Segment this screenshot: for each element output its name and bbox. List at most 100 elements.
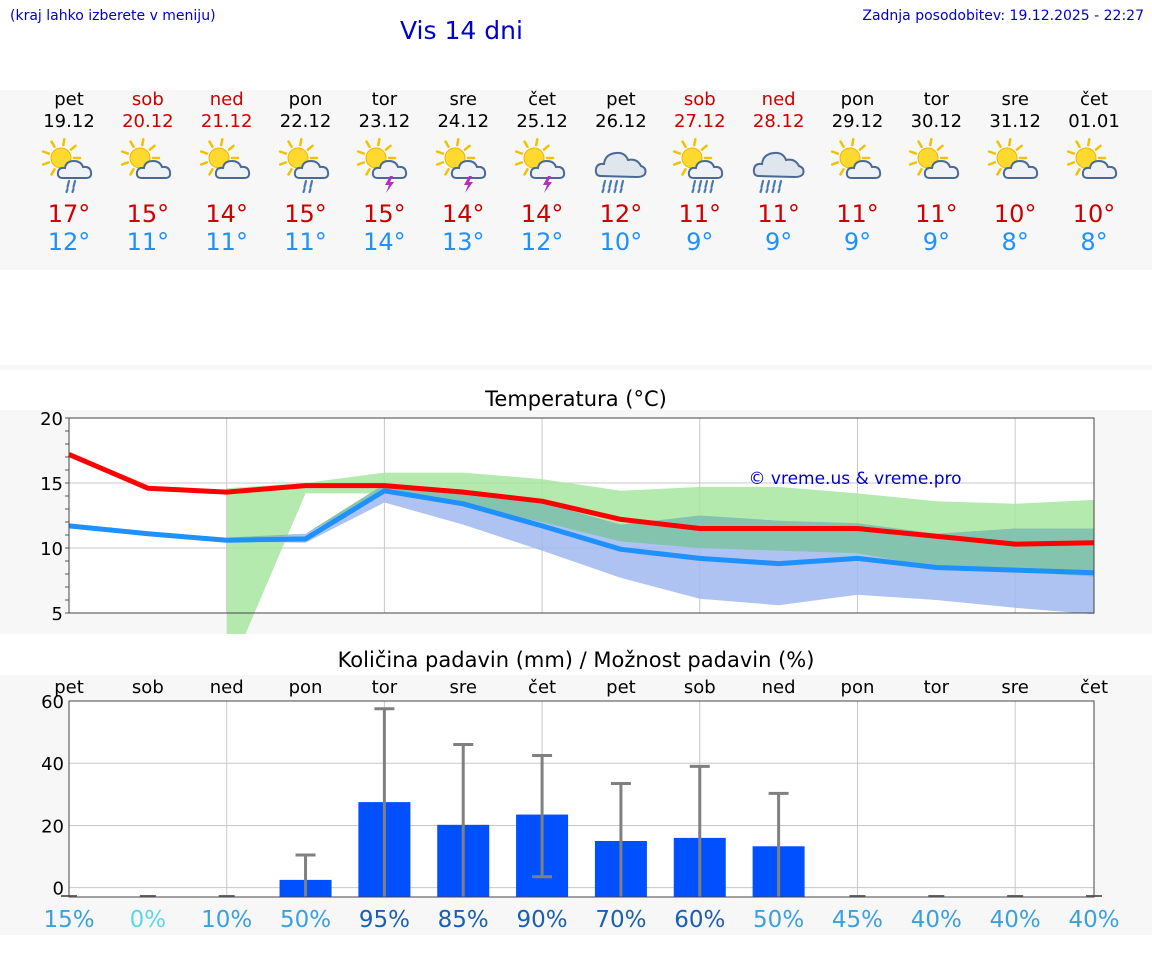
forecast-band [0,90,1152,270]
location-hint: (kraj lahko izberete v meniju) [10,8,216,24]
forecast-day: tor 23.12 15° 14° [344,90,424,256]
sun-cloud-icon [909,138,960,179]
day-date: 19.12 [43,111,95,132]
min-temp: 14° [363,228,406,256]
forecast-day: pon 22.12 15° 11° [266,90,346,256]
day-date: 31.12 [989,111,1041,132]
max-temp-line [68,452,1095,547]
min-temp: 8° [1080,228,1108,256]
day-name: sre [1001,89,1029,110]
day-date: 28.12 [752,111,805,132]
day-date: 24.12 [437,111,490,132]
day-date: 01.01 [1068,111,1120,132]
page-title: Vis 14 dni [400,16,523,45]
x-category-label: sre [1001,677,1028,698]
forecast-day: sre 24.12 14° 13° [423,90,503,256]
day-date: 21.12 [200,111,253,132]
sun-cloud-icon [120,138,171,179]
last-updated: Zadnja posodobitev: 19.12.2025 - 22:27 [862,8,1144,24]
x-category-label: tor [372,677,398,698]
precip-probability: 10% [201,907,252,933]
forecast-day: sob 27.12 11° 9° [660,90,740,256]
day-date: 20.12 [122,111,174,132]
day-name: sob [131,89,164,110]
max-temp: 14° [441,200,485,228]
day-name: sob [683,89,716,110]
day-name: ned [761,89,796,110]
max-temp: 12° [599,200,643,228]
max-temp: 11° [678,200,722,228]
precip-probability: 90% [517,907,568,933]
precip-probability: 40% [1068,907,1119,933]
min-temp: 11° [205,228,248,256]
x-category-label: sob [684,677,716,698]
precip-error-bar [374,707,395,897]
temperature-chart-title: Temperatura (°C) [485,387,667,411]
max-temp: 15° [126,200,170,228]
precip-error-bar [453,743,474,897]
precip-probability: 50% [280,907,331,933]
day-date: 25.12 [516,111,568,132]
sun-cloud-icon [1066,138,1118,179]
sun-cloud-thunder-icon [436,138,487,193]
min-temp: 12° [520,228,564,256]
forecast-day: pet 19.12 17° 12° [29,90,109,256]
min-temp: 13° [441,228,485,256]
y-tick-label: 20 [40,410,63,430]
temperature-chart: 5 10 15 20 © vreme.us & vreme.pro [40,410,1095,634]
sun-cloud-thunder-icon [357,138,408,193]
day-name: ned [209,89,244,110]
plot-frame [68,700,1095,898]
y-tick-label: 40 [41,754,64,775]
x-category-label: pon [841,677,875,698]
min-temp: 9° [686,228,714,256]
max-temp: 11° [757,200,800,228]
day-name: čet [528,89,557,110]
forecast-day: sre 31.12 10° 8° [975,90,1055,256]
max-temp: 10° [993,200,1037,228]
precip-probability: 85% [438,907,489,933]
precip-error-bar [768,791,789,897]
max-temp: 17° [47,200,91,228]
sun-cloud-light-rain-icon [41,138,93,194]
sun-cloud-icon [830,138,881,179]
cloud-rain-icon [752,151,805,194]
day-name: pon [288,89,323,110]
max-temp-range-band [226,472,1094,634]
forecast-day: sob 20.12 15° 11° [108,90,188,256]
forecast-day: ned 21.12 14° 11° [187,90,267,256]
separator [0,365,1152,370]
precip-error-bar [532,753,553,879]
max-temp: 10° [1072,200,1116,228]
forecast-day: tor 30.12 11° 9° [896,90,976,256]
day-name: pet [606,89,636,110]
range-overlap-band [226,484,1094,577]
max-temp: 11° [836,200,879,228]
forecast-day: pet 26.12 12° 10° [581,90,661,256]
x-category-label: sre [449,677,476,698]
y-tick-label: 20 [41,816,64,837]
precip-probability: 70% [595,907,646,933]
day-date: 23.12 [358,111,411,132]
y-tick-label: 60 [41,692,64,713]
x-category-label: čet [1080,677,1108,698]
day-name: tor [923,89,950,110]
watermark: © vreme.us & vreme.pro [748,469,961,489]
precip-error-bar [295,853,316,897]
forecast-day: ned 28.12 11° 9° [739,90,819,256]
forecast-day: čet 25.12 14° 12° [502,90,582,256]
y-tick-label: 5 [52,604,63,625]
min-temp: 9° [843,228,872,256]
plot-frame [68,417,1095,614]
precip-probability: 45% [832,907,883,933]
y-tick-label: 10 [40,539,63,560]
day-date: 29.12 [831,111,884,132]
min-temp-range-band [226,484,1094,615]
precip-probability: 50% [753,907,804,933]
day-date: 26.12 [595,111,647,132]
max-temp: 15° [284,200,327,228]
min-temp: 8° [1001,228,1029,256]
min-temp: 12° [47,228,91,256]
max-temp: 15° [363,200,406,228]
day-date: 22.12 [279,111,332,132]
